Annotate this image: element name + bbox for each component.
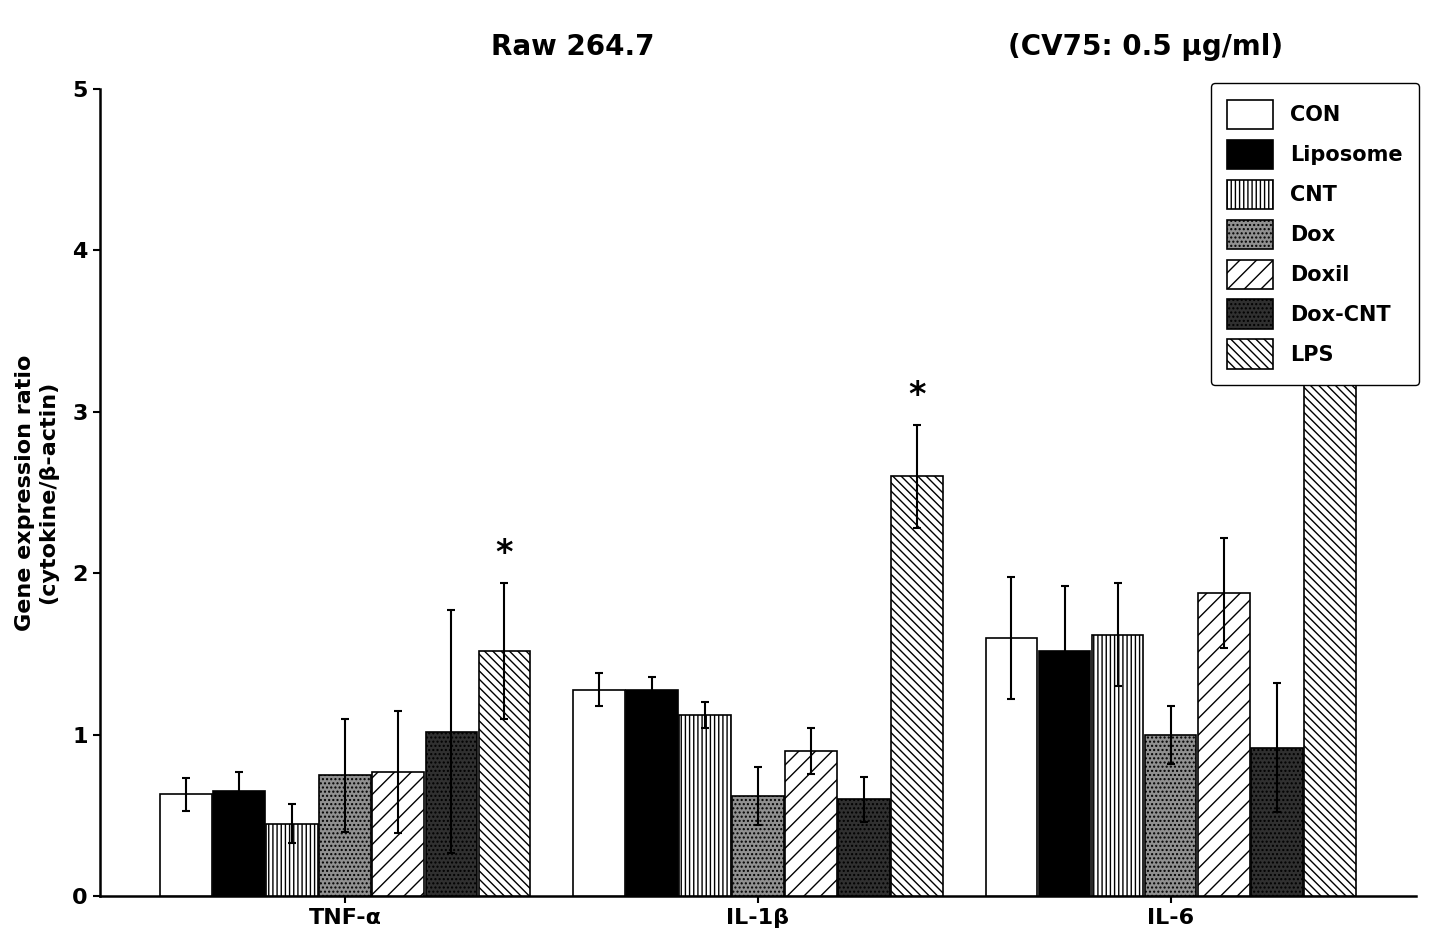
- Bar: [985, 637, 1037, 896]
- Bar: [372, 772, 424, 896]
- Bar: [679, 716, 730, 896]
- Y-axis label: Gene expression ratio
(cytokine/β-actin): Gene expression ratio (cytokine/β-actin): [14, 355, 59, 631]
- Text: Raw 264.7: Raw 264.7: [491, 33, 654, 61]
- Text: *: *: [908, 379, 927, 412]
- Bar: [1091, 635, 1143, 896]
- Bar: [1038, 651, 1090, 896]
- Bar: [1199, 593, 1250, 896]
- Bar: [1305, 315, 1356, 896]
- Bar: [626, 689, 677, 896]
- Text: *: *: [1322, 207, 1339, 240]
- Bar: [319, 775, 371, 896]
- Bar: [1144, 735, 1197, 896]
- Bar: [425, 732, 477, 896]
- Bar: [213, 791, 265, 896]
- Bar: [732, 796, 783, 896]
- Text: *: *: [495, 538, 513, 571]
- Bar: [478, 651, 530, 896]
- Bar: [838, 800, 889, 896]
- Bar: [1252, 748, 1303, 896]
- Bar: [573, 689, 624, 896]
- Text: (CV75: 0.5 μg/ml): (CV75: 0.5 μg/ml): [1008, 33, 1283, 61]
- Bar: [785, 751, 836, 896]
- Bar: [160, 795, 212, 896]
- Bar: [266, 823, 318, 896]
- Bar: [891, 476, 942, 896]
- Legend: CON, Liposome, CNT, Dox, Doxil, Dox-CNT, LPS: CON, Liposome, CNT, Dox, Doxil, Dox-CNT,…: [1210, 83, 1419, 386]
